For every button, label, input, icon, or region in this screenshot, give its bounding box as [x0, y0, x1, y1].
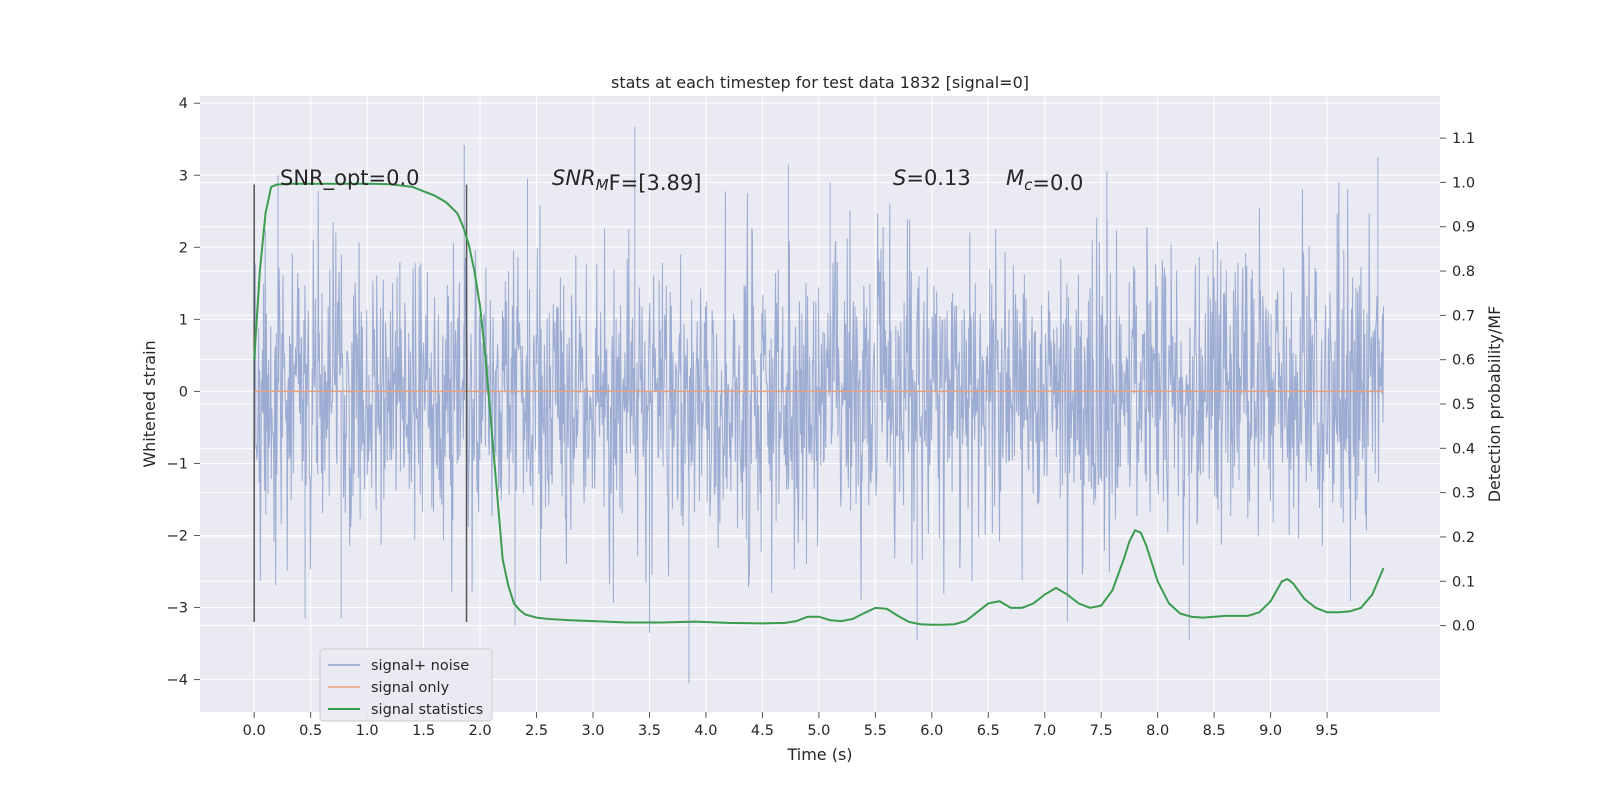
- series-line-signal-noise: [253, 126, 1385, 684]
- x-axis-label: Time (s): [786, 745, 852, 764]
- tick-labels: 0.0 0.5 1.0 1.5 2.0 2.5 3.0 3.5 4.0 4.5 5.0 5.5 6.0 6…: [167, 96, 1475, 739]
- legend: signal+ noise signal only signal statistic…: [319, 648, 493, 722]
- data-layer: [253, 126, 1385, 684]
- x-tick-label: 8.0: [1146, 723, 1169, 739]
- annotation-part: M: [1006, 166, 1024, 190]
- x-tick-label: 3.5: [638, 723, 661, 739]
- y2-tick-label: 0.6: [1452, 353, 1475, 369]
- y-tick-label: −4: [167, 673, 188, 689]
- x-tick-label: 9.0: [1259, 723, 1282, 739]
- x-tick-label: 0.5: [299, 723, 322, 739]
- y2-tick-label: 0.2: [1452, 530, 1475, 546]
- y2-tick-label: 0.5: [1452, 397, 1475, 413]
- annotation-part: =0.13: [906, 166, 970, 190]
- annotation-text: SNR_opt=0.0: [280, 166, 420, 191]
- y-tick-label: −2: [167, 528, 188, 544]
- y2-tick-label: 0.3: [1452, 486, 1475, 502]
- x-tick-label: 4.5: [751, 723, 774, 739]
- legend-box: [319, 648, 493, 722]
- statistics-layer: [253, 182, 1385, 626]
- y2-tick-label: 0.0: [1452, 619, 1475, 635]
- y-tick-label: −3: [167, 601, 188, 617]
- series-line-signal-statistics: [253, 182, 1385, 626]
- annotations: SNR_opt=0.0 SNRMF=[3.89] S=0.13 Mc=0.0: [280, 166, 1083, 195]
- y-tick-label: 4: [179, 96, 188, 112]
- annotation-part: c: [1024, 176, 1033, 194]
- annotation-part: S: [893, 166, 906, 190]
- annotation-part: F=[3.89]: [609, 171, 702, 195]
- y-tick-label: 3: [179, 168, 188, 184]
- y-tick-label: −1: [167, 456, 188, 472]
- x-tick-label: 6.5: [977, 723, 1000, 739]
- y2-tick-label: 1.0: [1452, 175, 1475, 191]
- y-tick-label: 1: [179, 312, 188, 328]
- legend-label: signal only: [371, 680, 450, 696]
- y-tick-label: 0: [179, 384, 188, 400]
- annotation-part: =0.0: [1032, 171, 1083, 195]
- x-tick-label: 2.0: [469, 723, 492, 739]
- annotation-text: SNRMF=[3.89]: [552, 166, 701, 195]
- x-tick-label: 5.0: [807, 723, 830, 739]
- x-tick-label: 6.0: [920, 723, 943, 739]
- annotation-part: SNR: [552, 166, 596, 190]
- annotation-part: SNR_opt=0.0: [280, 166, 420, 191]
- x-tick-label: 1.5: [412, 723, 435, 739]
- x-tick-label: 1.0: [356, 723, 379, 739]
- y-axis-label: Whitened strain: [140, 340, 159, 467]
- x-tick-label: 8.5: [1203, 723, 1226, 739]
- y2-tick-label: 1.1: [1452, 131, 1475, 147]
- x-tick-label: 9.5: [1316, 723, 1339, 739]
- y2-tick-label: 0.7: [1452, 308, 1475, 324]
- y2-tick-label: 0.4: [1452, 441, 1475, 457]
- x-tick-label: 4.0: [694, 723, 717, 739]
- annotation-text: Mc=0.0: [1006, 166, 1083, 195]
- y2-tick-label: 0.1: [1452, 574, 1475, 590]
- marker-lines: [253, 184, 468, 622]
- x-tick-label: 7.0: [1033, 723, 1056, 739]
- x-tick-label: 2.5: [525, 723, 548, 739]
- y2-tick-label: 0.9: [1452, 220, 1475, 236]
- chart-title: stats at each timestep for test data 183…: [611, 73, 1029, 92]
- y2-axis-label: Detection probability/MF: [1485, 306, 1504, 503]
- annotation-text: S=0.13: [893, 166, 971, 190]
- x-tick-label: 7.5: [1090, 723, 1113, 739]
- legend-label: signal+ noise: [371, 658, 469, 674]
- legend-label: signal statistics: [371, 702, 483, 718]
- x-tick-label: 3.0: [581, 723, 604, 739]
- x-tick-label: 5.5: [864, 723, 887, 739]
- x-tick-label: 0.0: [243, 723, 266, 739]
- y-tick-label: 2: [179, 240, 188, 256]
- y2-tick-label: 0.8: [1452, 264, 1475, 280]
- annotation-part: M: [596, 176, 609, 194]
